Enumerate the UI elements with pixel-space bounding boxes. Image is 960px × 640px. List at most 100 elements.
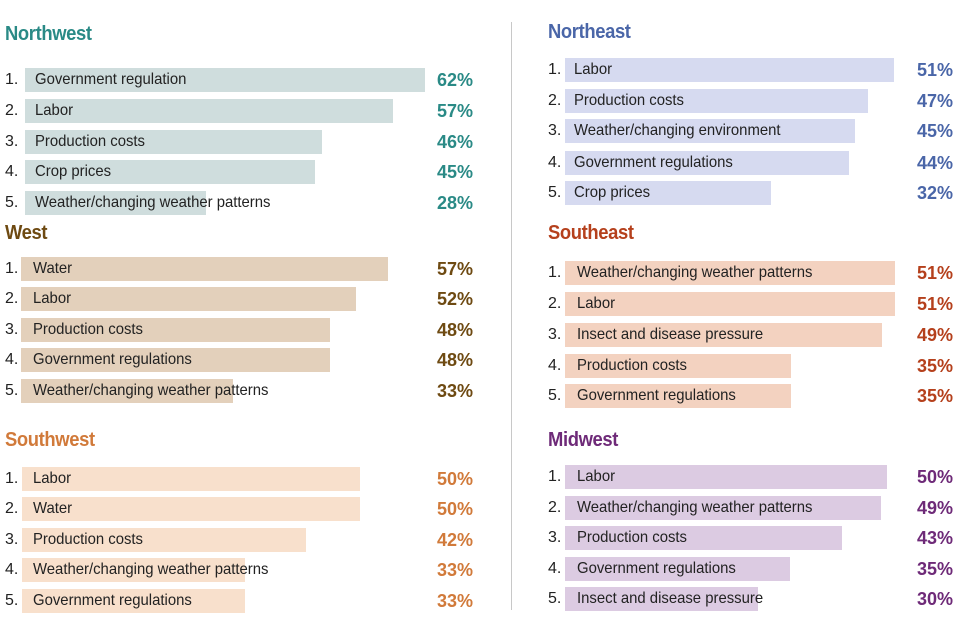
bar <box>565 292 895 316</box>
bar <box>22 497 360 521</box>
value-label: 57% <box>436 259 473 279</box>
rank-number: 4. <box>5 351 19 368</box>
panel-title: West <box>5 222 48 244</box>
bar <box>22 558 245 582</box>
value-label: 51% <box>916 60 953 80</box>
bar-row: 5. Weather/changing weather patterns 33% <box>5 379 473 403</box>
category-label: Production costs <box>574 92 685 109</box>
value-label: 35% <box>916 356 953 376</box>
value-label: 33% <box>436 591 473 611</box>
value-label: 44% <box>916 153 953 173</box>
bar-row: 1. Labor 50% <box>548 465 953 489</box>
value-label: 35% <box>916 559 953 579</box>
category-label: Labor <box>574 61 613 78</box>
bar <box>21 348 330 372</box>
rank-number: 3. <box>5 531 19 548</box>
bar <box>565 587 758 611</box>
bar-row: 3. Production costs 46% <box>5 130 473 154</box>
value-label: 62% <box>436 70 473 90</box>
bar <box>25 68 425 92</box>
rank-number: 3. <box>548 529 562 546</box>
category-label: Production costs <box>577 529 688 546</box>
value-label: 51% <box>916 263 953 283</box>
panel-title: Southwest <box>5 429 95 451</box>
value-label: 33% <box>436 381 473 401</box>
value-label: 28% <box>436 193 473 213</box>
value-label: 49% <box>916 325 953 345</box>
rank-number: 4. <box>548 560 562 577</box>
bar-row: 5. Weather/changing weather patterns 28% <box>5 191 473 215</box>
value-label: 50% <box>436 499 473 519</box>
bar-row: 5. Crop prices 32% <box>548 181 953 205</box>
bar-row: 4. Government regulations 44% <box>548 151 953 175</box>
bar-row: 3. Production costs 48% <box>5 318 473 342</box>
bar <box>21 318 330 342</box>
bar <box>25 99 393 123</box>
category-label: Production costs <box>33 321 144 338</box>
bar <box>21 257 388 281</box>
category-label: Labor <box>33 290 72 307</box>
bar <box>565 526 842 550</box>
bar <box>25 130 322 154</box>
value-label: 48% <box>436 320 473 340</box>
bar <box>25 160 315 184</box>
bar-row: 2. Labor 51% <box>548 292 953 316</box>
bar <box>565 354 791 378</box>
bar-row: 2. Production costs 47% <box>548 89 953 113</box>
category-label: Weather/changing weather patterns <box>577 499 813 516</box>
value-label: 33% <box>436 560 473 580</box>
bar-row: 2. Weather/changing weather patterns 49% <box>548 496 953 520</box>
category-label: Government regulations <box>577 560 736 577</box>
bar <box>565 119 855 143</box>
rank-number: 1. <box>548 468 562 485</box>
rank-number: 5. <box>5 382 19 399</box>
value-label: 30% <box>916 589 953 609</box>
value-label: 47% <box>916 91 953 111</box>
value-label: 46% <box>436 132 473 152</box>
bar-row: 1. Water 57% <box>5 257 473 281</box>
value-label: 45% <box>916 121 953 141</box>
rank-number: 2. <box>5 290 19 307</box>
bar-row: 4. Production costs 35% <box>548 354 953 378</box>
bar <box>22 467 360 491</box>
chart-panel-southwest: Southwest 1. Labor 50% 2. Water 50% 3. Productio… <box>5 428 473 628</box>
bar-row: 1. Labor 50% <box>5 467 473 491</box>
category-label: Labor <box>35 102 74 119</box>
bar <box>565 323 882 347</box>
value-label: 57% <box>436 101 473 121</box>
rank-number: 5. <box>5 592 19 609</box>
category-label: Weather/changing weather patterns <box>33 382 269 399</box>
value-label: 32% <box>916 183 953 203</box>
category-label: Government regulations <box>574 154 733 171</box>
bar <box>25 191 206 215</box>
value-label: 48% <box>436 350 473 370</box>
rank-number: 1. <box>548 264 562 281</box>
rank-number: 1. <box>5 71 19 88</box>
bar <box>565 89 868 113</box>
rank-number: 1. <box>5 260 19 277</box>
rank-number: 1. <box>548 61 562 78</box>
bar-row: 1. Weather/changing weather patterns 51% <box>548 261 953 285</box>
value-label: 45% <box>436 162 473 182</box>
category-label: Crop prices <box>35 163 112 180</box>
bar-row: 2. Labor 57% <box>5 99 473 123</box>
rank-number: 2. <box>548 92 562 109</box>
rank-number: 4. <box>548 154 562 171</box>
category-label: Labor <box>577 295 616 312</box>
bar <box>565 261 895 285</box>
rank-number: 1. <box>5 470 19 487</box>
category-label: Production costs <box>35 133 146 150</box>
category-label: Water <box>33 500 73 517</box>
category-label: Insect and disease pressure <box>577 326 764 343</box>
value-label: 52% <box>436 289 473 309</box>
bar-row: 3. Production costs 42% <box>5 528 473 552</box>
rank-number: 5. <box>5 194 19 211</box>
bar-row: 4. Weather/changing weather patterns 33% <box>5 558 473 582</box>
category-label: Weather/changing weather patterns <box>33 561 269 578</box>
rank-number: 3. <box>5 321 19 338</box>
chart-panel-northeast: Northeast 1. Labor 51% 2. Production costs 47%… <box>548 20 953 220</box>
rank-number: 4. <box>548 357 562 374</box>
bar <box>22 528 306 552</box>
bar <box>565 181 771 205</box>
category-label: Labor <box>33 470 72 487</box>
